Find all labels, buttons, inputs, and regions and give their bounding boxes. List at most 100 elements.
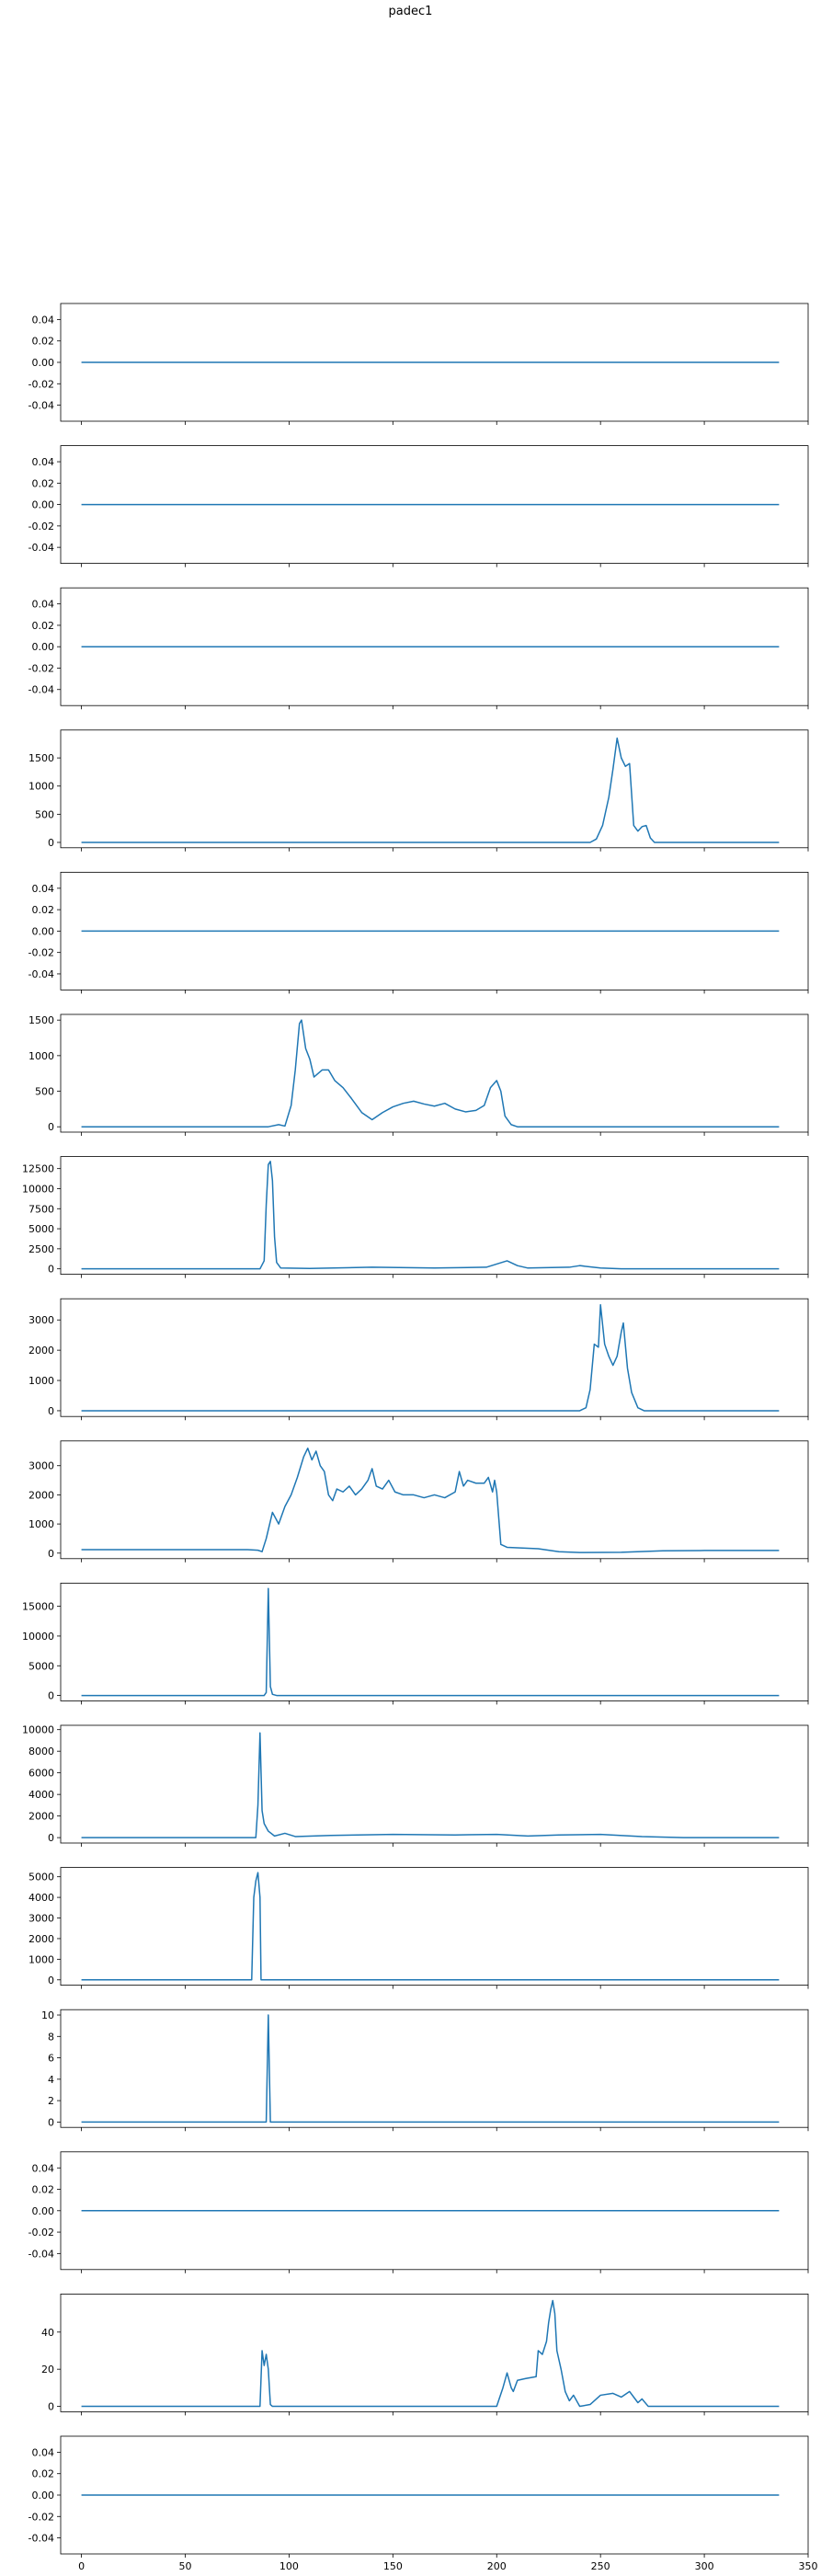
y-tick-label: 12500 [22,1163,54,1175]
y-tick-label: 6000 [29,1768,54,1780]
y-tick-label: 4 [48,2074,54,2086]
y-tick-label: 0 [48,837,54,849]
y-tick-label: 2500 [29,1243,54,1255]
x-tick-label: 350 [799,2560,818,2572]
axes-frame [60,729,809,849]
y-tick-label: 5000 [29,1223,54,1235]
y-tick-label: 3000 [29,1314,54,1326]
y-tick-label: 2 [48,2095,54,2107]
series-line [81,1587,780,1697]
axes-frame [60,1724,809,1844]
axes-frame [60,2293,809,2412]
subplot-16: -0.04 -0.02 0.00 0.02 0.04 0 50 100 150 200 250 300… [29,2435,818,2572]
x-tick-label: 250 [591,2560,610,2572]
y-tick-label: 0.02 [32,336,55,348]
y-tick-label: 0.04 [32,2162,55,2174]
y-tick-label: 0.02 [32,2468,55,2480]
y-tick-label: 2000 [29,1489,54,1501]
y-tick-label: 1000 [29,1953,54,1965]
y-tick-label: -0.02 [29,2227,54,2238]
y-tick-label: 1000 [29,781,54,793]
y-tick-label: 0.02 [32,477,55,489]
x-tick-label: 300 [695,2560,714,2572]
y-tick-label: 1500 [29,752,54,764]
subplots: -0.04 -0.02 0.00 0.02 0.04 -0.04 -0.02 0.00 0.02… [22,303,818,2572]
y-tick-label: -0.02 [29,521,54,532]
y-tick-label: 0 [48,1548,54,1560]
subplot-12: 0 1000 2000 3000 4000 5000 [29,1867,809,1989]
y-tick-label: 0.02 [32,2184,55,2196]
axes-frame [60,1156,809,1275]
subplot-7: 0 2500 5000 7500 10000 12500 [22,1156,809,1278]
y-tick-label: -0.04 [29,2248,54,2260]
y-tick-label: 0.00 [32,925,55,937]
y-tick-label: 8 [48,2031,54,2043]
series-line [81,1872,780,1981]
y-tick-label: -0.04 [29,400,54,412]
y-tick-label: 3000 [29,1460,54,1472]
x-tick-label: 50 [179,2560,192,2572]
subplot-13: 0 2 4 6 8 10 [41,2009,809,2132]
axes-frame [60,1867,809,1986]
y-tick-label: 10000 [22,1724,54,1736]
y-tick-label: 0.00 [32,2205,55,2217]
y-tick-label: -0.04 [29,684,54,696]
y-tick-label: 0.04 [32,883,55,895]
series-line [81,2299,780,2408]
y-tick-label: 1000 [29,1518,54,1530]
subplot-1: -0.04 -0.02 0.00 0.02 0.04 [29,303,809,425]
y-tick-label: 5000 [29,1660,54,1672]
series-line [81,1019,780,1128]
y-tick-label: 0.04 [32,456,55,468]
y-tick-label: 0.00 [32,499,55,511]
y-tick-label: 0 [48,1405,54,1417]
y-tick-label: 10 [41,2009,54,2021]
series-line [81,1732,780,1838]
y-tick-label: -0.02 [29,662,54,674]
y-tick-label: 6 [48,2053,54,2065]
y-tick-label: 4000 [29,1892,54,1904]
y-tick-label: 0 [48,1264,54,1276]
y-tick-label: 500 [35,808,54,820]
axes-frame [60,1583,809,1701]
axes-frame [60,1013,809,1133]
subplot-11: 0 2000 4000 6000 8000 10000 [22,1724,809,1847]
subplot-5: -0.04 -0.02 0.00 0.02 0.04 [29,872,809,994]
y-tick-label: 0 [48,1121,54,1133]
y-tick-label: 40 [41,2327,54,2339]
y-tick-label: 3000 [29,1913,54,1925]
subplot-2: -0.04 -0.02 0.00 0.02 0.04 [29,445,809,567]
figure-title: padec1 [389,5,433,18]
y-tick-label: 1000 [29,1050,54,1062]
y-tick-label: 0.00 [32,2490,55,2502]
series-line [81,1447,780,1553]
subplot-3: -0.04 -0.02 0.00 0.02 0.04 [29,587,809,710]
y-tick-label: 10000 [22,1183,54,1195]
y-tick-label: 0 [48,2401,54,2413]
series-line [81,737,780,843]
subplot-15: 0 20 40 [41,2293,809,2416]
y-tick-label: -0.04 [29,968,54,980]
subplot-9: 0 1000 2000 3000 [29,1440,809,1563]
y-tick-label: 0 [48,1975,54,1986]
x-tick-label: 200 [487,2560,507,2572]
y-tick-label: -0.02 [29,378,54,390]
axes-frame [60,1440,809,1560]
y-tick-label: 2000 [29,1811,54,1823]
y-tick-label: 0 [48,1832,54,1844]
y-tick-label: -0.02 [29,2511,54,2523]
y-tick-label: -0.04 [29,2533,54,2545]
x-tick-label: 100 [279,2560,299,2572]
series-line [81,2014,780,2124]
y-tick-label: 5000 [29,1872,54,1883]
x-tick-label: 150 [383,2560,403,2572]
y-tick-label: 1500 [29,1014,54,1026]
y-tick-label: -0.02 [29,947,54,959]
subplot-6: 0 500 1000 1500 [29,1013,809,1136]
axes-frame [60,1298,809,1417]
y-tick-label: 15000 [22,1601,54,1613]
y-tick-label: -0.04 [29,542,54,554]
y-tick-label: 20 [41,2364,54,2376]
y-tick-label: 0.02 [32,904,55,916]
